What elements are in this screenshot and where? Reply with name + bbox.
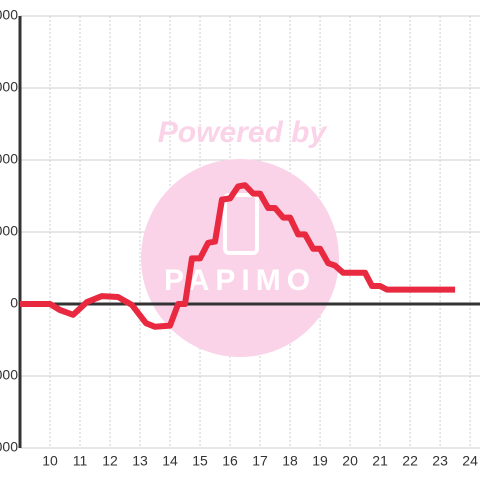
y-tick-label: 0 (10, 295, 18, 311)
x-tick-label: 11 (73, 453, 88, 469)
watermark-text: Powered by (158, 116, 328, 149)
y-tick-label: 9,000 (0, 79, 18, 95)
x-tick-label: 24 (462, 453, 478, 469)
x-tick-label: 18 (282, 453, 298, 469)
x-tick-label: 22 (402, 453, 418, 469)
x-tick-label: 16 (222, 453, 238, 469)
y-tick-label: -3,000 (0, 367, 18, 383)
x-tick-label: 20 (342, 453, 358, 469)
x-tick-label: 21 (372, 453, 388, 469)
x-tick-label: 14 (162, 453, 178, 469)
y-tick-label: 3,000 (0, 223, 18, 239)
data-line (20, 182, 456, 330)
x-tick-label: 15 (192, 453, 208, 469)
y-tick-label: 6,000 (0, 151, 18, 167)
y-tick-label: 12,000 (0, 7, 18, 23)
x-tick-label: 17 (252, 453, 268, 469)
x-tick-label: 23 (432, 453, 448, 469)
x-tick-label: 12 (102, 453, 118, 469)
watermark-circle (141, 159, 339, 357)
y-tick-label: -6,000 (0, 439, 18, 455)
watermark-icon (223, 193, 259, 255)
x-tick-label: 10 (42, 453, 58, 469)
x-tick-label: 13 (132, 453, 148, 469)
x-tick-label: 19 (312, 453, 328, 469)
